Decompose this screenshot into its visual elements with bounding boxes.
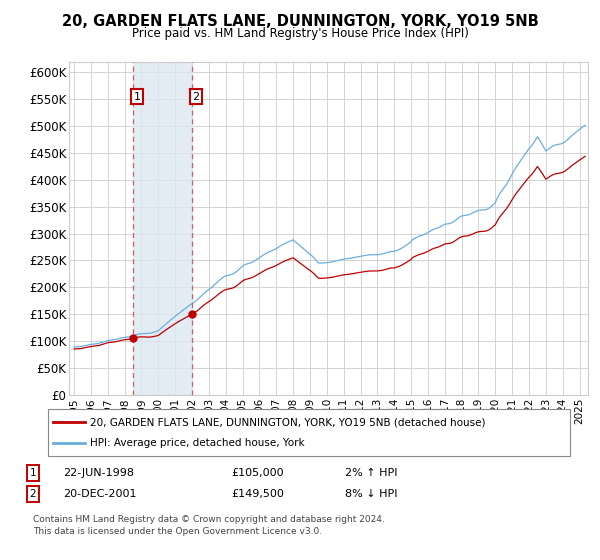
Bar (133, 62, 191, 395)
Text: 2: 2 (193, 91, 199, 101)
Text: £105,000: £105,000 (231, 468, 284, 478)
Text: HPI: Average price, detached house, York: HPI: Average price, detached house, York (90, 438, 304, 448)
Text: 8% ↓ HPI: 8% ↓ HPI (345, 489, 398, 499)
Text: 2% ↑ HPI: 2% ↑ HPI (345, 468, 398, 478)
Text: 1: 1 (29, 468, 37, 478)
Text: Price paid vs. HM Land Registry's House Price Index (HPI): Price paid vs. HM Land Registry's House … (131, 27, 469, 40)
Text: 22-JUN-1998: 22-JUN-1998 (63, 468, 134, 478)
Text: 1: 1 (133, 91, 140, 101)
Text: 2: 2 (29, 489, 37, 499)
FancyBboxPatch shape (48, 409, 570, 456)
Text: Contains HM Land Registry data © Crown copyright and database right 2024.: Contains HM Land Registry data © Crown c… (33, 515, 385, 524)
Text: 20-DEC-2001: 20-DEC-2001 (63, 489, 137, 499)
Text: £149,500: £149,500 (231, 489, 284, 499)
Text: This data is licensed under the Open Government Licence v3.0.: This data is licensed under the Open Gov… (33, 528, 322, 536)
Text: 20, GARDEN FLATS LANE, DUNNINGTON, YORK, YO19 5NB: 20, GARDEN FLATS LANE, DUNNINGTON, YORK,… (62, 14, 538, 29)
Text: 20, GARDEN FLATS LANE, DUNNINGTON, YORK, YO19 5NB (detached house): 20, GARDEN FLATS LANE, DUNNINGTON, YORK,… (90, 417, 485, 427)
